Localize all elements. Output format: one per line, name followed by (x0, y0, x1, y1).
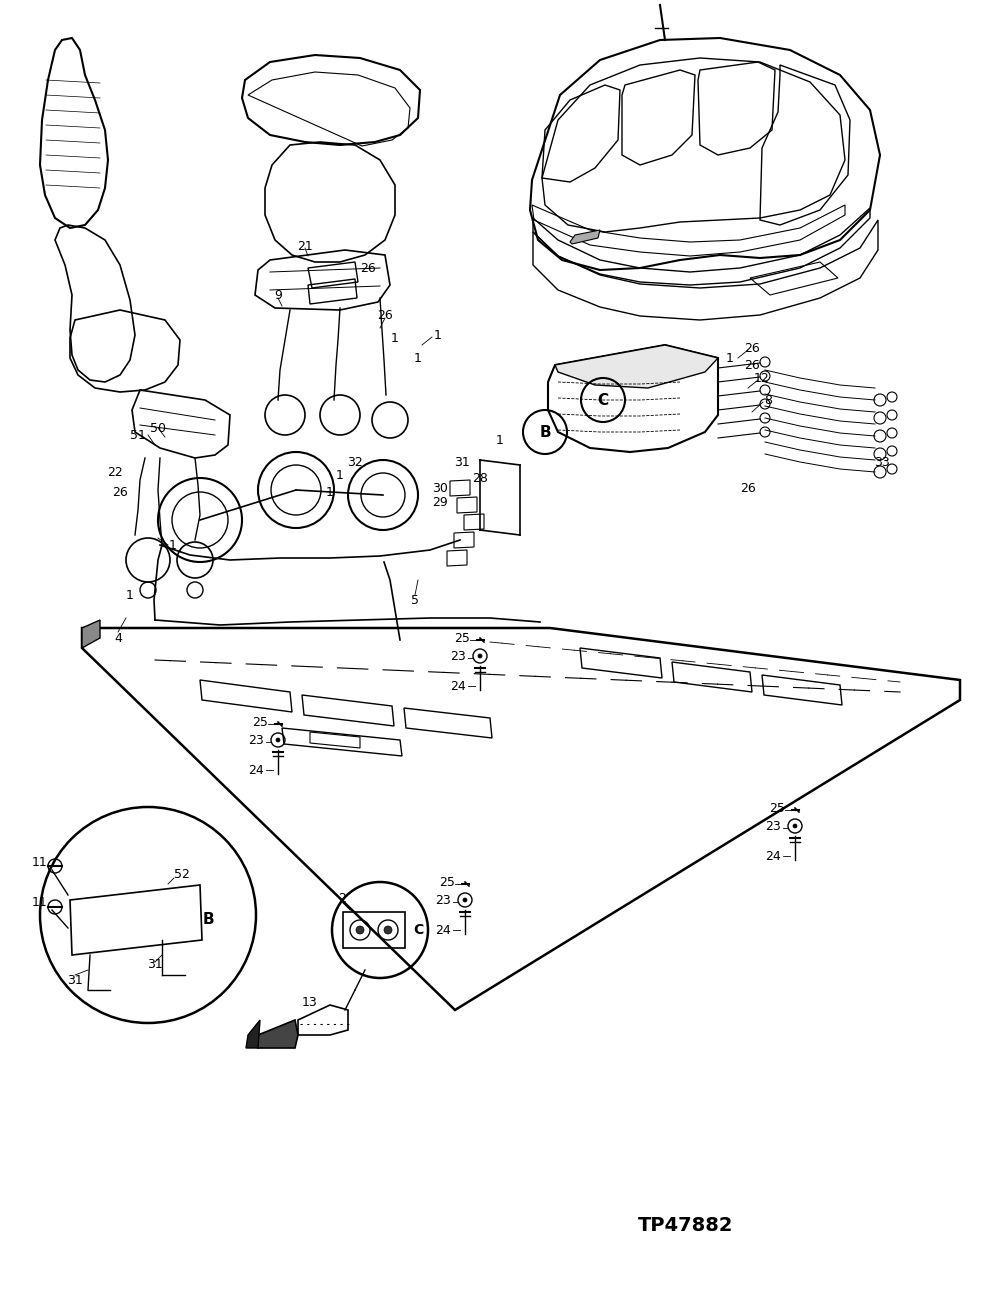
Circle shape (792, 824, 796, 828)
Text: 24: 24 (434, 923, 450, 937)
Text: 32: 32 (347, 455, 362, 468)
Text: 1: 1 (413, 352, 421, 365)
Text: 31: 31 (147, 959, 162, 972)
Text: 31: 31 (67, 973, 83, 986)
Text: 8: 8 (763, 393, 771, 406)
Text: 23: 23 (449, 650, 465, 663)
Text: 23: 23 (248, 733, 264, 746)
Text: 22: 22 (107, 465, 122, 478)
Text: 24: 24 (764, 849, 780, 862)
Circle shape (356, 926, 364, 935)
Text: 29: 29 (431, 495, 447, 508)
Text: 11: 11 (32, 856, 48, 869)
Circle shape (276, 739, 280, 742)
Text: 23: 23 (764, 820, 780, 833)
Text: 24: 24 (449, 679, 465, 692)
Text: 25: 25 (252, 715, 268, 728)
Text: C: C (597, 392, 608, 407)
Text: 26: 26 (743, 342, 759, 354)
Text: 52: 52 (174, 869, 190, 882)
Text: 25: 25 (438, 875, 454, 888)
Text: 26: 26 (743, 358, 759, 371)
Text: 9: 9 (274, 289, 282, 302)
Text: 31: 31 (453, 455, 469, 468)
Text: 4: 4 (114, 632, 121, 644)
Text: 1: 1 (725, 352, 733, 365)
Text: 11: 11 (32, 897, 48, 910)
Text: 26: 26 (739, 482, 755, 495)
Text: C: C (412, 923, 422, 937)
Text: 5: 5 (410, 593, 418, 607)
Text: 25: 25 (453, 632, 469, 644)
Text: 1: 1 (126, 589, 133, 602)
Text: 30: 30 (431, 482, 447, 495)
Text: 2: 2 (338, 892, 346, 905)
Text: 24: 24 (248, 763, 264, 776)
Polygon shape (570, 229, 600, 244)
Text: 13: 13 (302, 996, 318, 1009)
Polygon shape (82, 620, 100, 648)
Text: 1: 1 (391, 331, 398, 344)
Circle shape (462, 898, 466, 902)
Text: 1: 1 (495, 433, 504, 446)
Text: 12: 12 (753, 371, 769, 384)
Text: 25: 25 (768, 802, 784, 815)
Circle shape (383, 926, 391, 935)
Text: 33: 33 (874, 455, 889, 468)
Text: 51: 51 (130, 428, 145, 442)
Text: B: B (539, 424, 551, 440)
Text: B: B (202, 913, 214, 928)
Polygon shape (555, 345, 717, 388)
Polygon shape (248, 1020, 298, 1048)
Text: 50: 50 (149, 422, 165, 434)
Polygon shape (246, 1020, 260, 1048)
Text: 1: 1 (169, 539, 177, 552)
Text: TP47882: TP47882 (638, 1217, 733, 1235)
Text: 1: 1 (433, 329, 441, 342)
Text: 26: 26 (377, 308, 392, 321)
Text: 1: 1 (326, 486, 334, 499)
Text: 21: 21 (297, 240, 313, 253)
Text: 23: 23 (434, 893, 450, 906)
Text: 26: 26 (112, 486, 127, 499)
Text: 28: 28 (471, 472, 487, 485)
Circle shape (477, 654, 481, 657)
Text: 26: 26 (360, 262, 375, 275)
Text: 1: 1 (336, 468, 344, 482)
